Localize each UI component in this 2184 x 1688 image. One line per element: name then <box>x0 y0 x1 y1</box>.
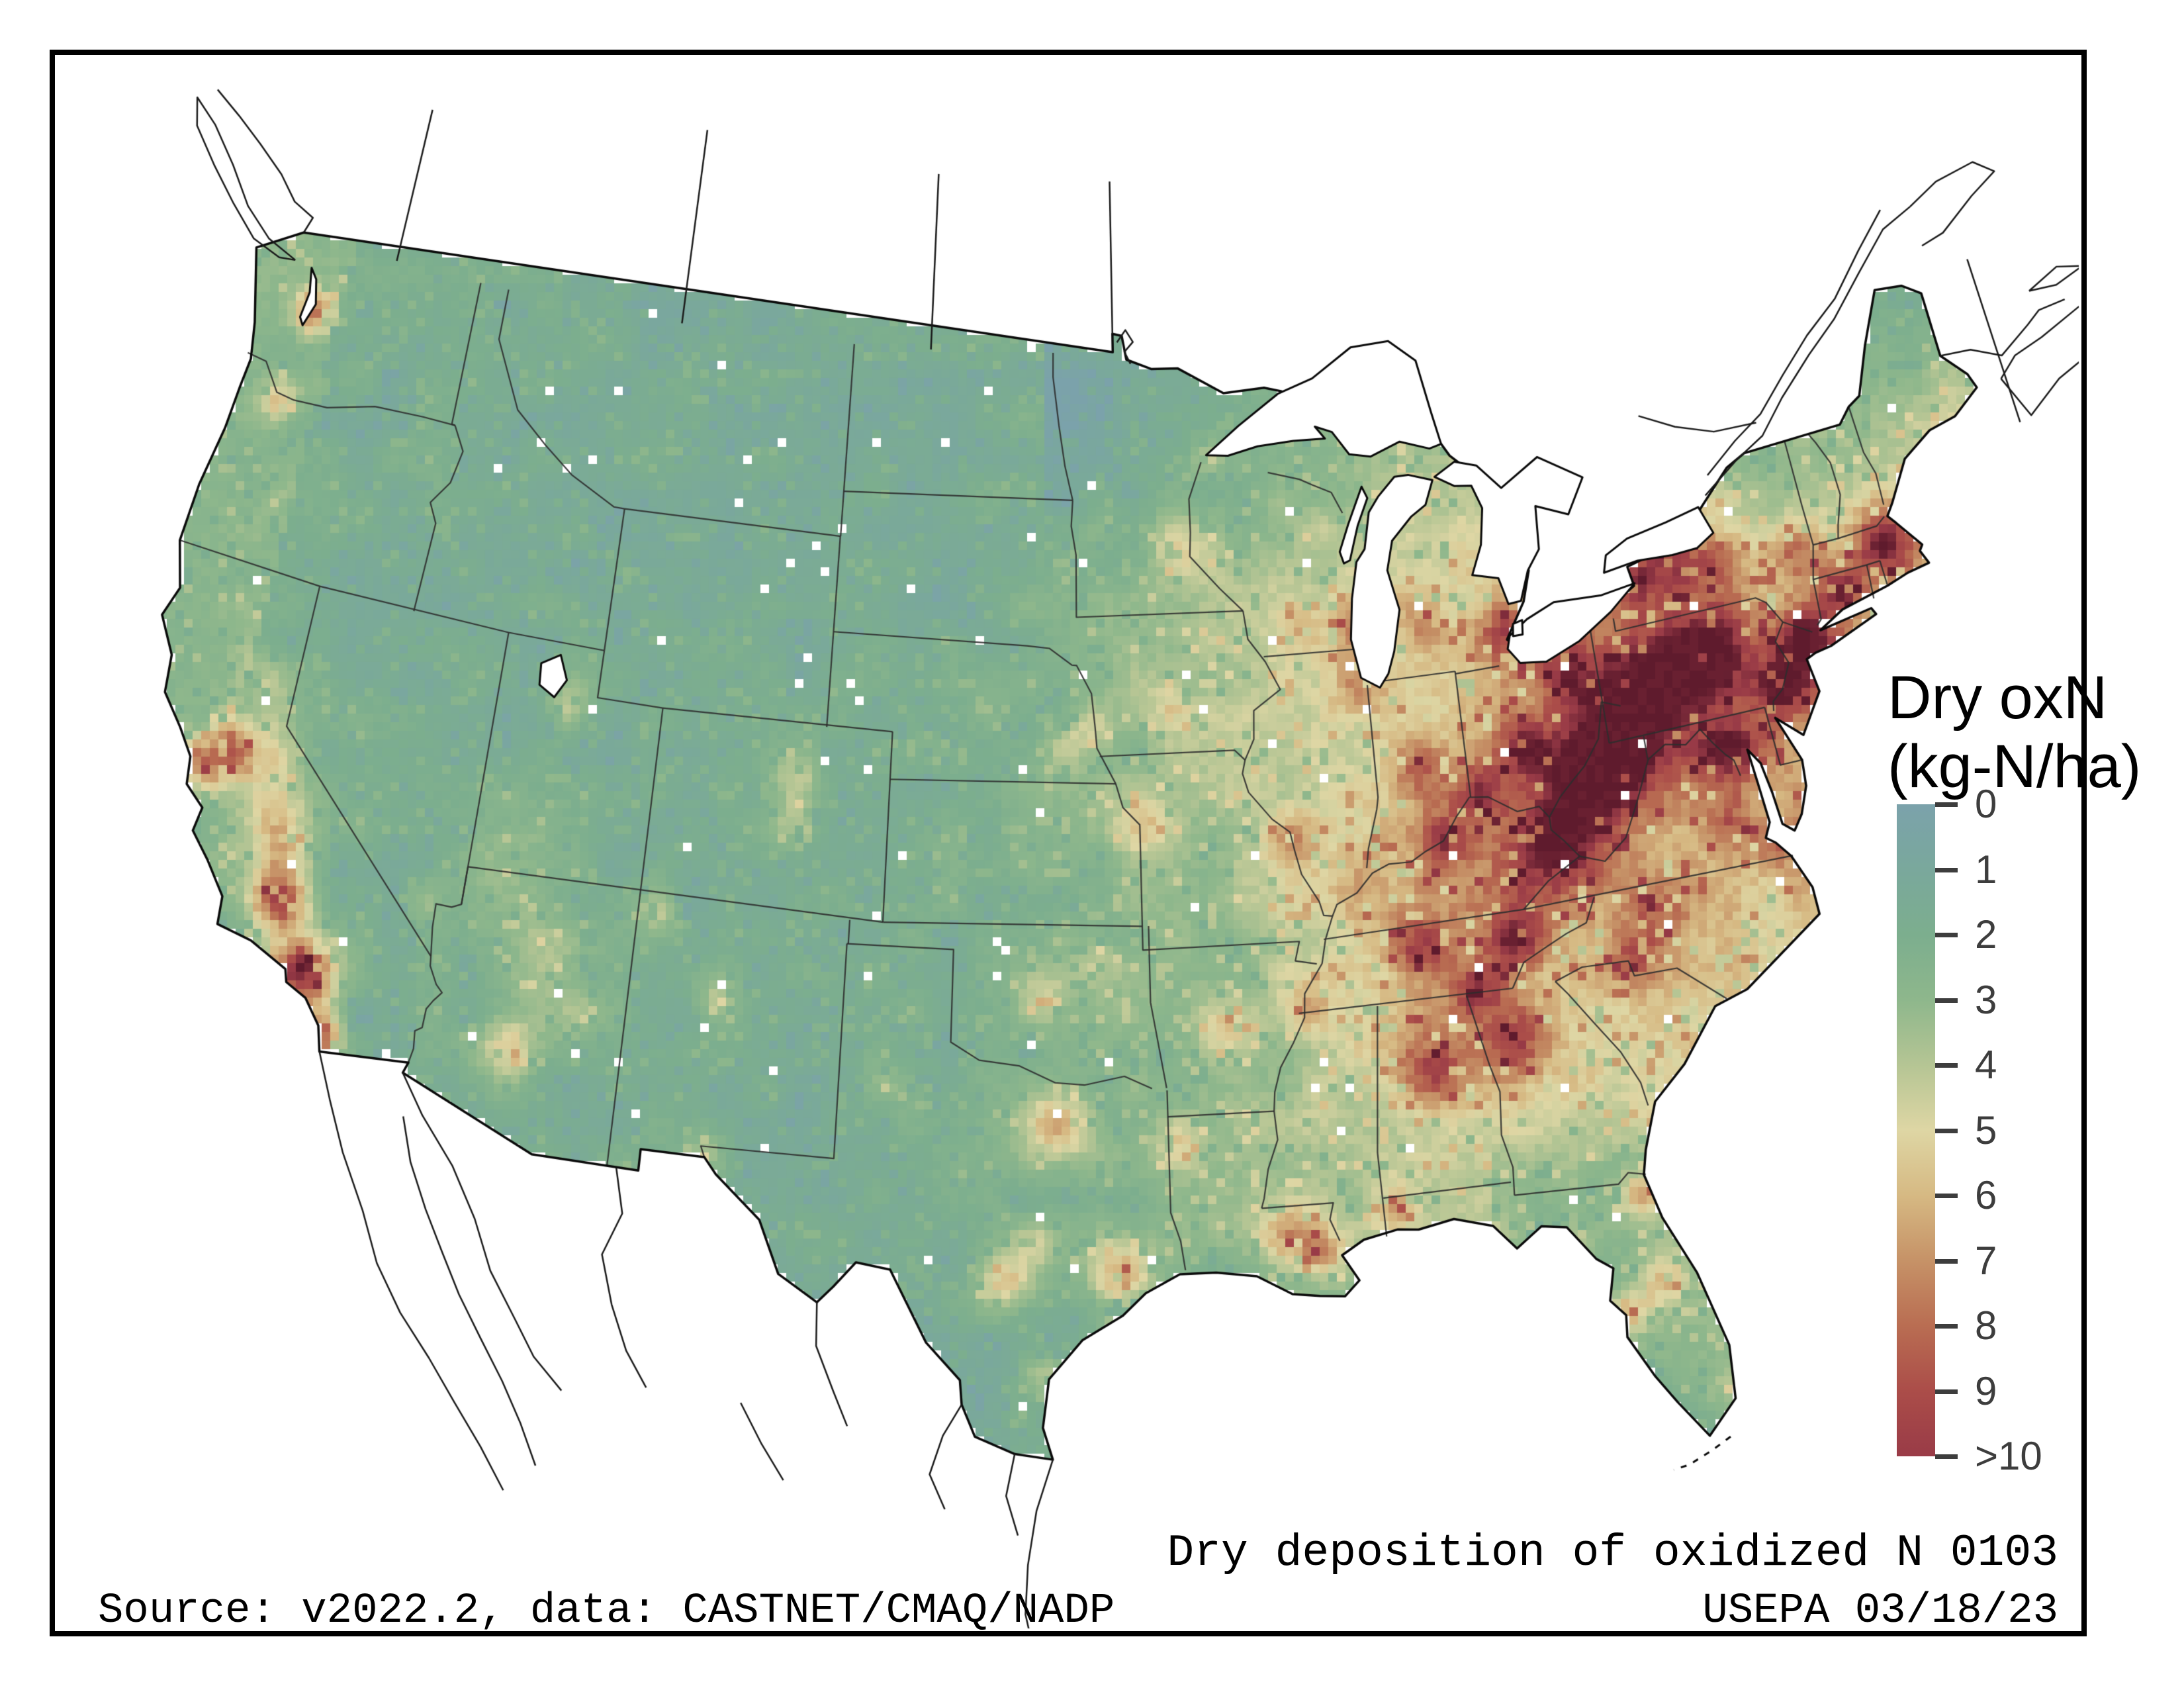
legend-title: Dry oxN (kg-N/ha) <box>1888 663 2141 801</box>
legend-title-variable: Dry oxN <box>1888 664 2108 731</box>
map-title: Dry deposition of oxidized N 0103 <box>1167 1528 2058 1579</box>
legend-title-units: (kg-N/ha) <box>1888 733 2142 800</box>
source-note: Source: v2022.2, data: CASTNET/CMAQ/NADP <box>98 1587 1115 1635</box>
agency-date-stamp: USEPA 03/18/23 <box>1702 1587 2058 1635</box>
legend-colorbar <box>1897 804 1935 1456</box>
